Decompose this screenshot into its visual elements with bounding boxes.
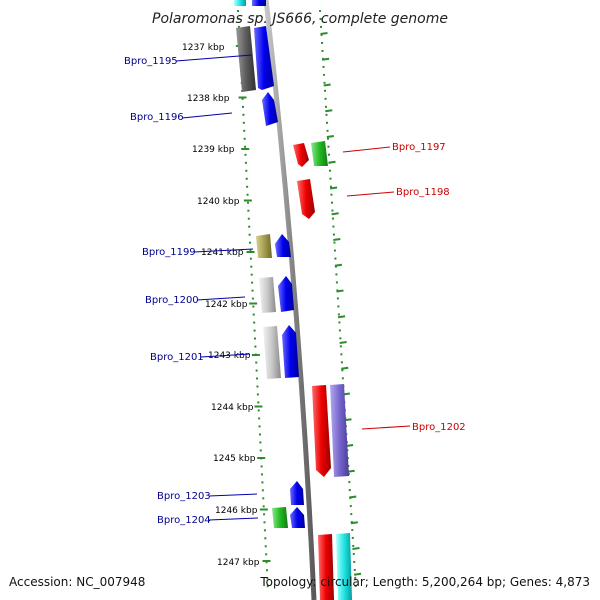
gene-bpro-1198-arrow [297,179,315,219]
leader-bpro-1201 [200,353,251,358]
outer-tick-mark [323,83,331,87]
outer-tick-mark [325,109,333,113]
outer-track-dots [319,9,357,591]
feature-olive-1199 [256,234,272,258]
outer-tick-mark [321,57,330,61]
accession-text: Accession: NC_007948 [9,575,145,589]
gene-bpro-1203-arrow [290,481,304,505]
leader-bpro-1200 [196,296,246,301]
outer-tick-mark [328,160,336,164]
leader-bpro-1197 [342,146,391,153]
gene-bpro-1200-arrow [278,276,294,312]
outer-tick-mark [341,366,349,370]
outer-tick-mark [336,289,344,293]
leader-bpro-1203 [208,493,258,497]
leader-bpro-1204 [208,517,259,521]
gene-label-bpro-1202[interactable]: Bpro_1202 [412,422,466,433]
tick-label: 1241 kbp [201,248,244,258]
gene-label-bpro-1197[interactable]: Bpro_1197 [392,142,446,153]
gene-label-bpro-1200[interactable]: Bpro_1200 [145,295,199,306]
feature-cyan-top [234,0,246,6]
gene-label-bpro-1201[interactable]: Bpro_1201 [150,352,204,363]
feature-blue-top [252,0,266,6]
leader-bpro-1195 [175,54,253,62]
tick-label: 1242 kbp [205,300,248,310]
tick-label: 1246 kbp [215,506,258,516]
outer-tick-mark [339,341,347,344]
tick-label: 1245 kbp [213,454,256,464]
outer-tick-mark [334,263,343,267]
outer-tick-mark [349,495,357,499]
gene-label-bpro-1203[interactable]: Bpro_1203 [157,491,211,502]
tick-label: 1244 kbp [211,403,254,413]
map-title: Polaromonas sp. JS666, complete genome [152,11,448,27]
tick-label: 1243 kbp [208,351,251,361]
outer-tick-mark [320,32,328,35]
outer-tick-mark [329,186,338,190]
tick-label: 1239 kbp [192,145,235,155]
gene-bpro-1197-arrow [293,143,309,167]
feature-blocks [234,0,352,600]
outer-tick-mark [337,315,346,319]
gene-bpro-1202-arrow [312,385,331,477]
outer-tick-mark [347,469,355,473]
outer-tick-mark [352,547,360,550]
outer-tick-mark [350,521,358,525]
tick-label: 1237 kbp [182,43,225,53]
gene-label-bpro-1198[interactable]: Bpro_1198 [396,187,450,198]
outer-track-ticks [320,32,362,576]
outer-tick-mark [333,238,341,241]
feature-green-1197 [311,141,328,166]
outer-tick-mark [331,212,339,216]
tick-label: 1247 kbp [217,558,260,568]
gene-bpro-1196-arrow [262,92,278,126]
inner-track-dots [237,9,269,591]
gene-bpro-1201-arrow [282,325,299,378]
gene-label-bpro-1199[interactable]: Bpro_1199 [142,247,196,258]
outer-tick-mark [326,135,335,138]
tick-labels: 1237 kbp 1238 kbp 1239 kbp 1240 kbp 1241… [182,43,260,568]
feature-gray-1201 [263,326,281,379]
gene-label-bpro-1196[interactable]: Bpro_1196 [130,112,184,123]
leader-bpro-1202 [361,425,411,430]
tick-label: 1240 kbp [197,197,240,207]
gene-bpro-1199-arrow [275,234,291,257]
feature-darkgray [236,26,256,92]
gene-bpro-1195-arrow [254,26,274,90]
outer-tick-mark [353,572,362,576]
gene-label-bpro-1204[interactable]: Bpro_1204 [157,515,211,526]
leader-bpro-1199 [193,248,254,253]
gene-bpro-1204-arrow [290,507,305,528]
leader-bpro-1198 [346,191,395,197]
feature-red-bottom [318,534,334,600]
gene-label-bpro-1195[interactable]: Bpro_1195 [124,56,178,67]
feature-purple-1202 [330,384,349,477]
genome-backbone [263,0,317,600]
leader-bpro-1196 [181,112,233,119]
feature-cyan-bottom [336,533,352,600]
tick-label: 1238 kbp [187,94,230,104]
feature-gray-1200 [259,277,276,313]
label-leaders [175,54,411,521]
feature-green-1204 [272,507,288,528]
gene-labels: Bpro_1195 Bpro_1196 Bpro_1197 Bpro_1198 … [124,56,466,526]
topology-text: Topology: circular; Length: 5,200,264 bp… [259,575,590,589]
